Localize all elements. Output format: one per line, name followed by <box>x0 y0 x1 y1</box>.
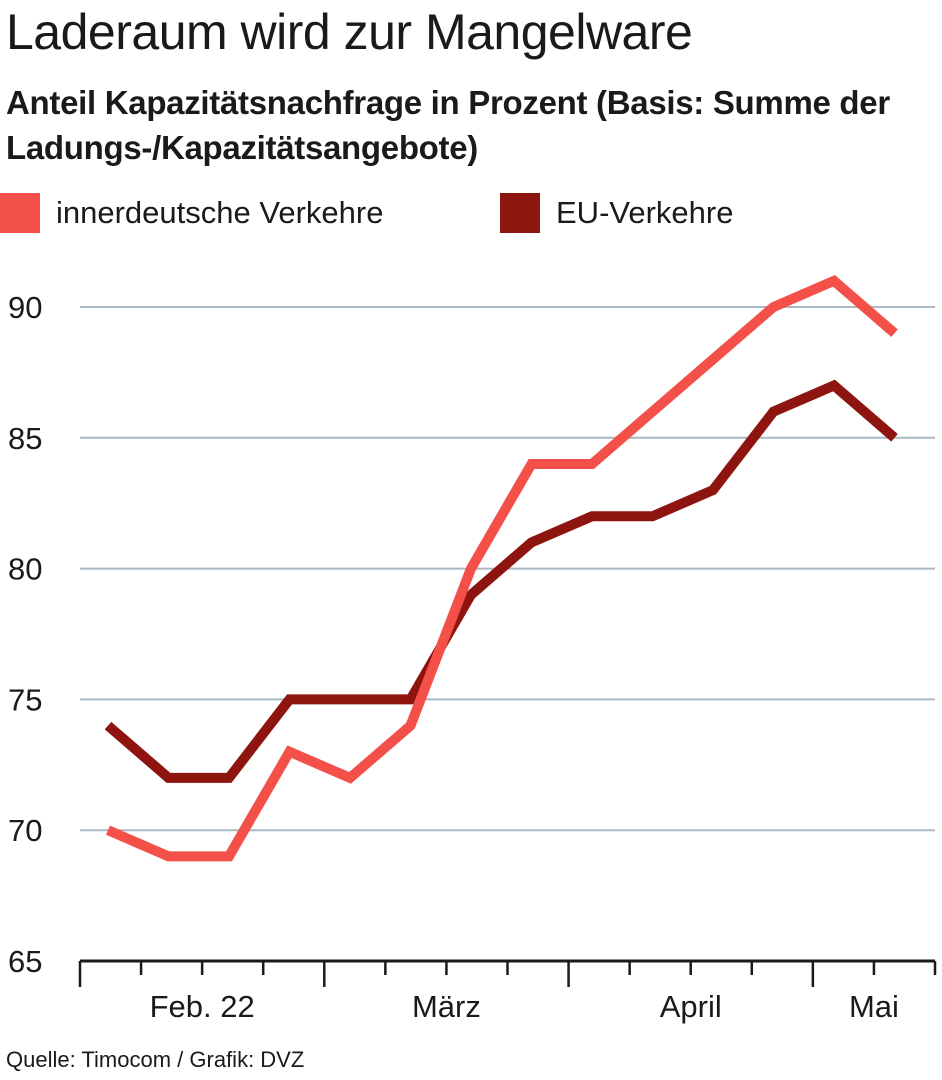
y-tick-label-65: 65 <box>8 944 42 979</box>
chart-title: Laderaum wird zur Mangelware <box>6 4 693 60</box>
y-tick-label-70: 70 <box>8 813 42 848</box>
y-tick-label-80: 80 <box>8 552 42 587</box>
legend-label-eu: EU-Verkehre <box>556 195 734 230</box>
source-note: Quelle: Timocom / Grafik: DVZ <box>6 1047 305 1072</box>
legend-label-innerdeutsch: innerdeutsche Verkehre <box>56 195 384 230</box>
legend: innerdeutsche Verkehre EU-Verkehre <box>0 193 942 237</box>
chart-subtitle: Anteil Kapazitätsnachfrage in Prozent (B… <box>6 84 890 166</box>
y-tick-label-75: 75 <box>8 682 42 717</box>
series-line-eu <box>104 379 898 783</box>
legend-swatch-innerdeutsch <box>0 193 40 233</box>
legend-item-eu: EU-Verkehre <box>500 193 733 233</box>
x-tick-label-0: Feb. 22 <box>150 989 255 1024</box>
y-tick-label-85: 85 <box>8 421 42 456</box>
legend-swatch-eu <box>500 193 540 233</box>
line-chart: 65 70 75 80 85 90 Feb. 22 März April Mai <box>8 274 937 1024</box>
series-line-innerdeutsch <box>106 274 898 862</box>
x-tick-label-2: April <box>660 989 722 1024</box>
legend-item-innerdeutsch: innerdeutsche Verkehre <box>0 193 383 233</box>
x-tick-label-3: Mai <box>849 989 899 1024</box>
y-tick-label-90: 90 <box>8 290 42 325</box>
x-tick-label-1: März <box>412 989 481 1024</box>
